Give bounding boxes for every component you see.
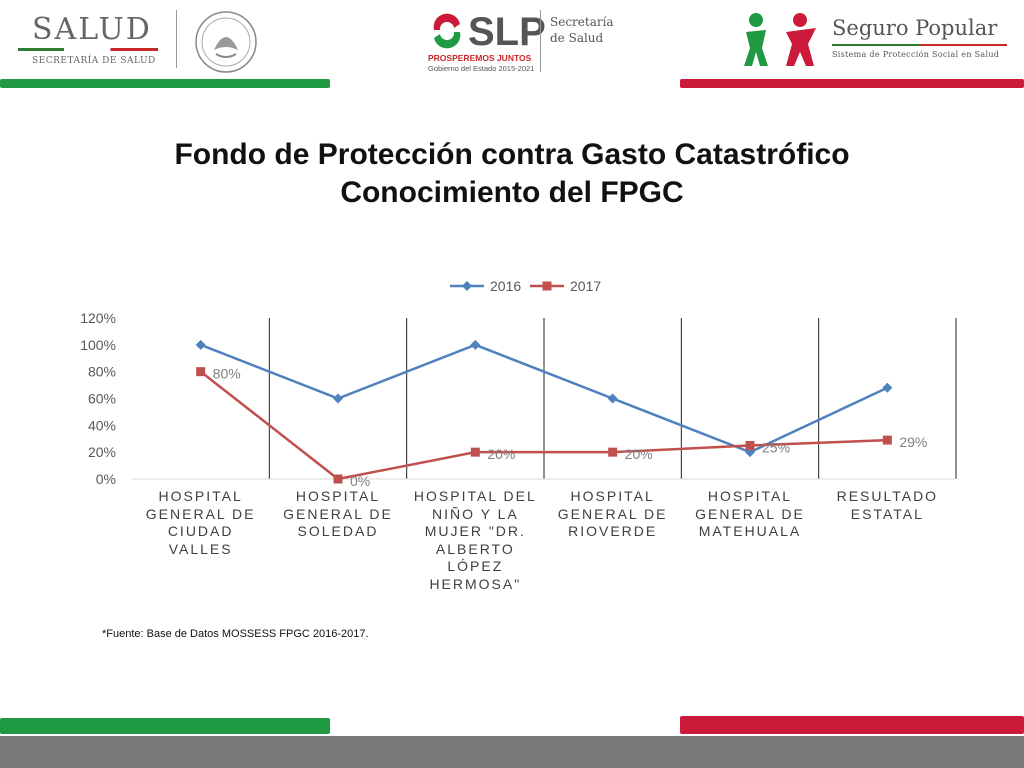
data-point-2017 bbox=[745, 440, 755, 450]
header-stripe-green bbox=[0, 79, 330, 88]
legend-marker-2016 bbox=[462, 281, 472, 291]
y-tick-label: 40% bbox=[88, 417, 116, 433]
x-category-label: HOSPITAL GENERAL DE CIUDAD VALLES bbox=[145, 488, 256, 557]
slp-logo-secretaria: Secretaría de Salud bbox=[550, 15, 614, 45]
data-label-2017: 29% bbox=[899, 434, 927, 450]
x-category-label: HOSPITAL GENERAL DE MATEHUALA bbox=[695, 488, 805, 539]
slp-logo-government: Gobierno del Estado 2015-2021 bbox=[428, 64, 535, 73]
slp-logo-divider bbox=[540, 10, 541, 72]
header-stripe-red bbox=[680, 79, 1024, 88]
legend-label-2016: 2016 bbox=[490, 278, 521, 294]
data-label-2017: 20% bbox=[625, 446, 653, 462]
series-line-2017 bbox=[199, 370, 888, 481]
slide-title-line-2: Conocimiento del FPGC bbox=[340, 176, 684, 209]
data-label-2017: 80% bbox=[213, 366, 241, 382]
data-point-2016 bbox=[470, 339, 481, 350]
slp-mark-icon bbox=[433, 13, 461, 49]
data-label-2017: 20% bbox=[487, 446, 515, 462]
footer-band bbox=[0, 736, 1024, 768]
y-tick-label: 0% bbox=[96, 471, 116, 487]
y-tick-label: 80% bbox=[88, 364, 116, 380]
data-point-2017 bbox=[882, 435, 892, 445]
series-line-2016 bbox=[200, 343, 888, 454]
y-tick-label: 60% bbox=[88, 391, 116, 407]
x-category-label: HOSPITAL GENERAL DE RIOVERDE bbox=[557, 488, 668, 539]
data-point-2017 bbox=[333, 474, 343, 484]
slide-title: Fondo de Protección contra Gasto Catastr… bbox=[0, 136, 1024, 212]
data-label-2017: 25% bbox=[762, 439, 790, 455]
slp-logo: SLP PROSPEREMOS JUNTOS Gobierno del Esta… bbox=[428, 10, 628, 76]
x-category-label: HOSPITAL DEL NIÑO Y LA MUJER "DR. ALBERT… bbox=[413, 488, 537, 592]
seguro-popular-bar bbox=[832, 44, 1007, 46]
data-point-2017 bbox=[608, 447, 618, 457]
data-point-2016 bbox=[607, 393, 618, 404]
y-tick-label: 120% bbox=[80, 310, 116, 326]
line-chart: 0% 20% 40% 60% 80% 100% 120% 80% 0% 20% 20% 25% 29% 2… bbox=[40, 268, 990, 608]
data-label-2017: 0% bbox=[350, 473, 370, 489]
legend-marker-2017 bbox=[542, 281, 552, 291]
salud-logo: SALUD SECRETARÍA DE SALUD bbox=[18, 8, 268, 73]
salud-logo-subtitle: SECRETARÍA DE SALUD bbox=[32, 56, 156, 66]
seguro-popular-subtitle: Sistema de Protección Social en Salud bbox=[832, 50, 1000, 59]
x-category-label: HOSPITAL GENERAL DE SOLEDAD bbox=[283, 488, 393, 539]
national-seal-icon bbox=[195, 11, 257, 73]
family-figures-icon bbox=[744, 13, 816, 66]
slp-logo-name: SLP bbox=[468, 10, 546, 54]
seguro-popular-name: Seguro Popular bbox=[832, 16, 998, 40]
data-point-2016 bbox=[333, 393, 343, 404]
line-chart-svg: 0% 20% 40% 60% 80% 100% 120% 80% 0% 20% 20% 25% 29% 2… bbox=[80, 278, 957, 489]
data-point-2017 bbox=[196, 367, 206, 377]
x-category-label: RESULTADO ESTATAL bbox=[836, 488, 939, 522]
y-tick-label: 20% bbox=[88, 444, 116, 460]
slp-logo-tagline: PROSPEREMOS JUNTOS bbox=[428, 53, 532, 63]
source-note: *Fuente: Base de Datos MOSSESS FPGC 2016… bbox=[102, 628, 369, 640]
slide-title-line-1: Fondo de Protección contra Gasto Catastr… bbox=[174, 138, 850, 171]
seguro-popular-logo: Seguro Popular Sistema de Protección Soc… bbox=[740, 10, 1010, 70]
header: SALUD SECRETARÍA DE SALUD SLP PROSPEREMO… bbox=[0, 0, 1024, 90]
y-tick-label: 100% bbox=[80, 337, 116, 353]
data-point-2016 bbox=[882, 382, 893, 393]
footer-stripe-red bbox=[680, 716, 1024, 734]
legend-label-2017: 2017 bbox=[570, 278, 601, 294]
salud-logo-bar bbox=[18, 48, 158, 51]
data-point-2017 bbox=[470, 447, 480, 457]
salud-logo-name: SALUD bbox=[32, 12, 152, 47]
data-point-2016 bbox=[195, 339, 206, 350]
salud-logo-divider bbox=[176, 10, 177, 68]
footer-stripe-green bbox=[0, 718, 330, 734]
